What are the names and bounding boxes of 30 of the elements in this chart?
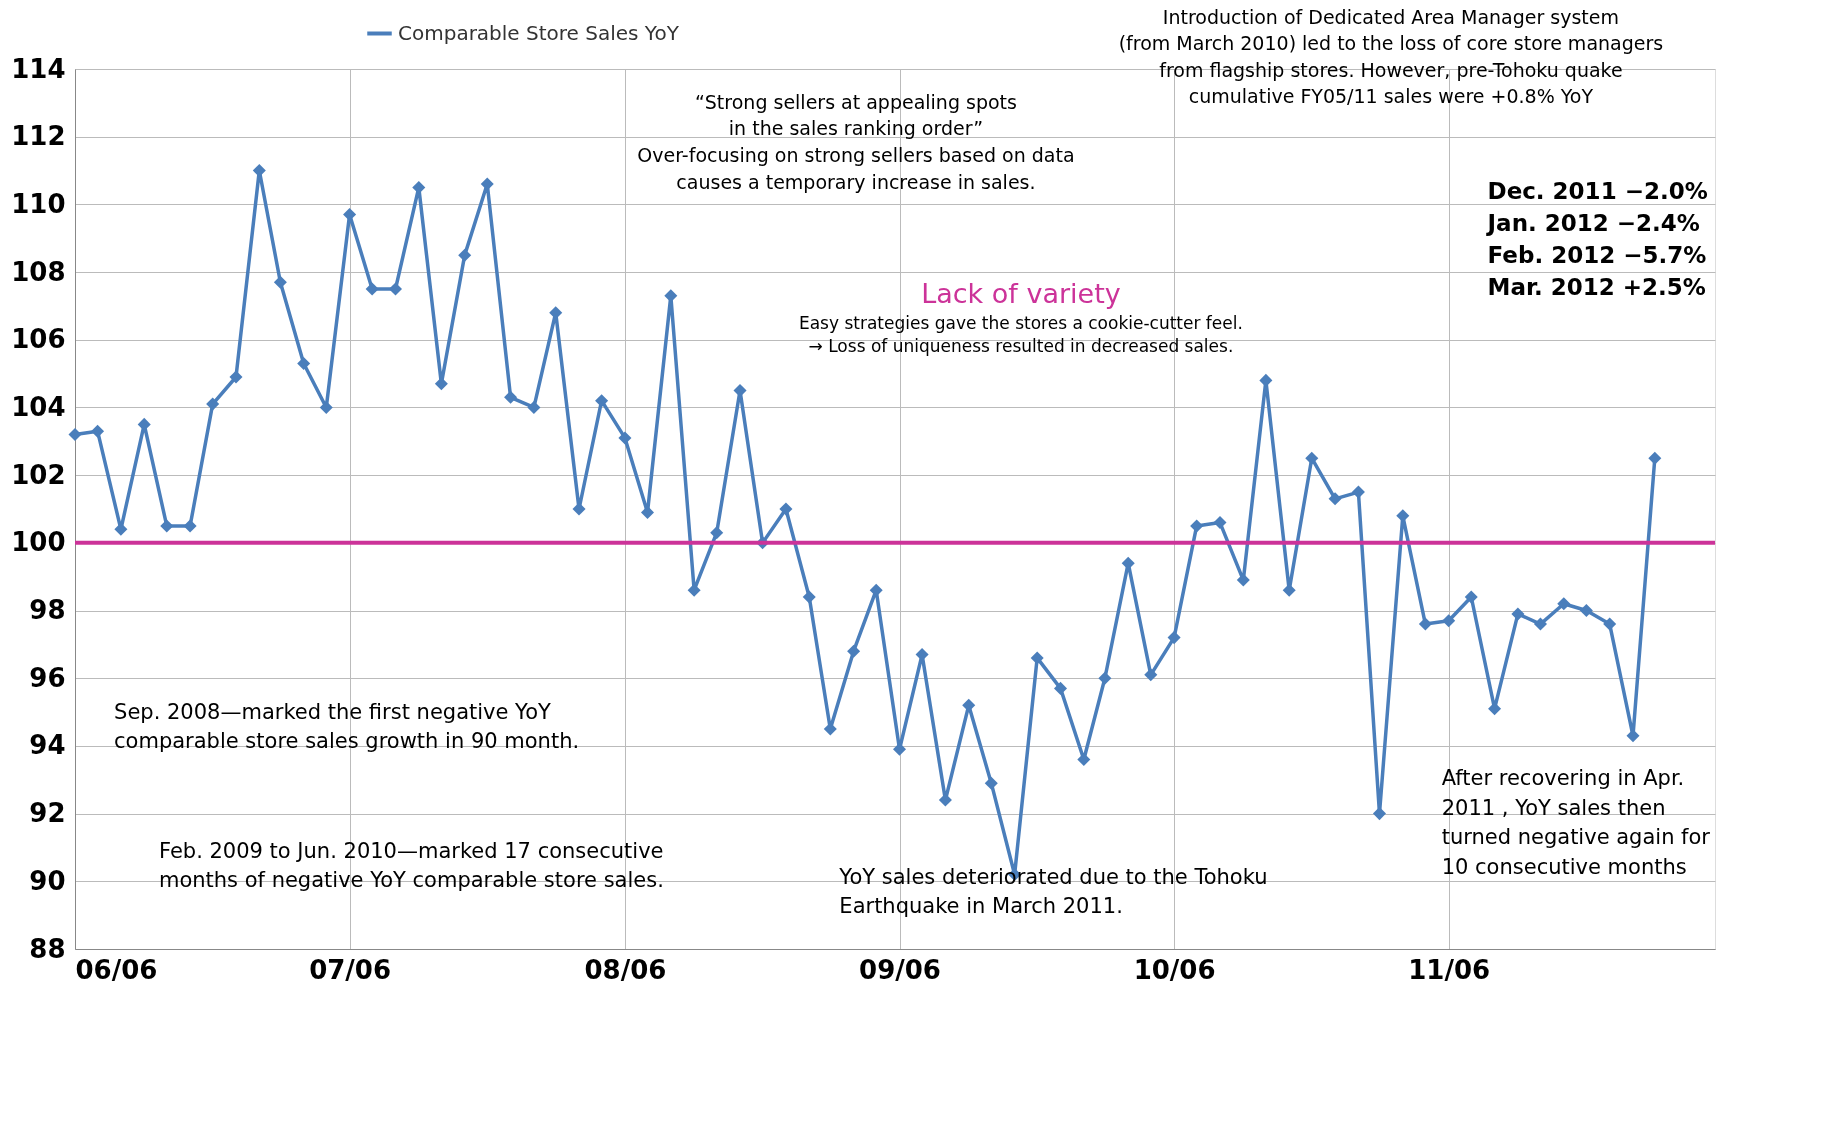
x-tick-label: 08/06 — [584, 954, 667, 985]
annotation: Dec. 2011 −2.0% Jan. 2012 −2.4% Feb. 2012 −5.7% Mar. 2012 +2.5% — [1485, 177, 1708, 301]
y-tick-label: 92 — [29, 798, 66, 829]
y-tick-label: 88 — [29, 933, 66, 964]
annotation: Introduction of Dedicated Area Manager system (from March 2010) led to the loss of core store managers from flagship stores. However, pre-Tohoku quake cumulative FY05/11 sales were +0.8% YoY — [1118, 5, 1664, 108]
x-tick-label: 10/06 — [1133, 954, 1216, 985]
annotation: Easy strategies gave the stores a cookie-cutter feel. → Loss of uniqueness resulted in decreased sales. — [798, 312, 1243, 357]
x-tick-label: 07/06 — [309, 954, 392, 985]
y-tick-label: 112 — [11, 121, 66, 152]
x-tick-label: 09/06 — [859, 954, 941, 985]
x-tick-label: 11/06 — [1408, 954, 1491, 985]
x-tick-label: 06/06 — [75, 954, 158, 985]
y-tick-label: 108 — [11, 256, 66, 287]
y-tick-label: 100 — [11, 527, 66, 558]
y-tick-label: 110 — [11, 188, 66, 219]
y-tick-label: 106 — [11, 324, 66, 355]
annotation: YoY sales deteriorated due to the Tohoku Earthquake in March 2011. — [838, 864, 1268, 918]
y-tick-label: 98 — [29, 595, 66, 626]
y-tick-label: 114 — [11, 53, 66, 84]
annotation: Feb. 2009 to Jun. 2010—marked 17 consecutive months of negative YoY comparable store sales. — [158, 838, 664, 893]
annotation: Lack of variety — [921, 277, 1121, 309]
legend-label: Comparable Store Sales YoY — [398, 20, 680, 45]
annotation: “Strong sellers at appealing spots in the sales ranking order” Over-focusing on strong sellers based on data causes a temporary increase in sales. — [637, 90, 1075, 193]
annotation: Sep. 2008—marked the first negative YoY comparable store sales growth in 90 month. — [114, 699, 580, 753]
y-tick-label: 104 — [11, 391, 66, 422]
y-tick-label: 96 — [29, 662, 66, 693]
y-tick-label: 90 — [29, 865, 66, 896]
annotation: After recovering in Apr. 2011 , YoY sales then turned negative again for 10 consecutive months — [1441, 766, 1711, 879]
y-tick-label: 102 — [11, 459, 66, 490]
y-tick-label: 94 — [29, 730, 66, 761]
